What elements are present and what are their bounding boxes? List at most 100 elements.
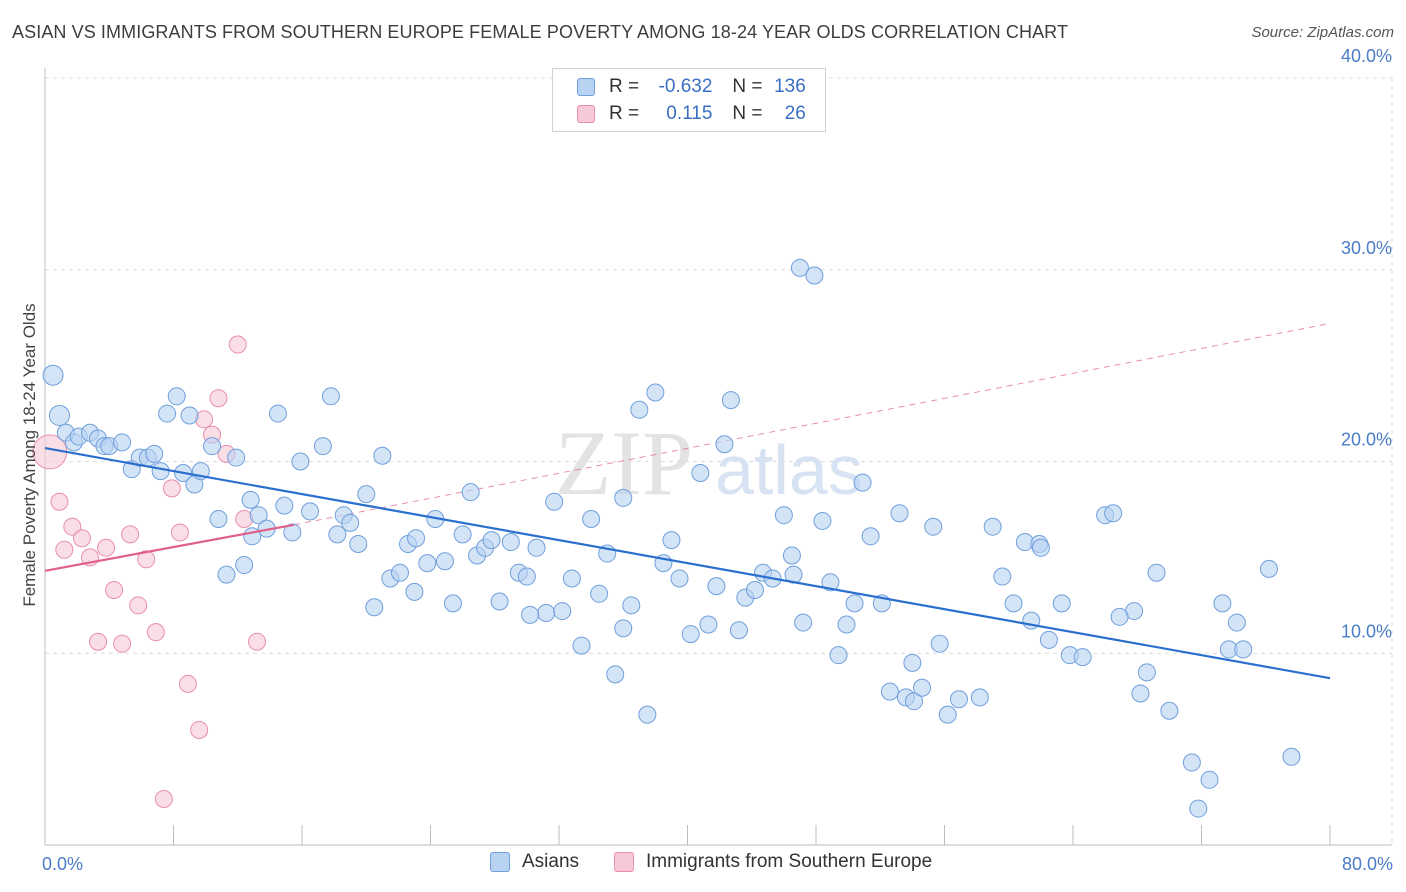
asians-point — [249, 506, 268, 525]
immigrants-point — [97, 538, 116, 557]
asians-point — [1234, 640, 1253, 659]
asians-point — [590, 584, 609, 603]
asians-n-value: 136 — [774, 76, 806, 97]
asians-point — [821, 573, 840, 592]
asians-point — [715, 435, 734, 454]
legend-row-asians: R = -0.632 N = 136 — [577, 74, 806, 100]
asians-point — [167, 387, 186, 406]
asians-point — [537, 603, 556, 622]
immigrants-point — [113, 634, 132, 653]
grid-lines — [45, 77, 1393, 845]
immigrants-point — [129, 596, 148, 615]
asians-point — [562, 569, 581, 588]
asians-point — [113, 433, 132, 452]
asians-point — [145, 444, 164, 463]
asians-point — [1189, 799, 1208, 818]
asians-point — [1073, 648, 1092, 667]
asians-point — [970, 688, 989, 707]
asians-point — [373, 446, 392, 465]
asians-point — [349, 534, 368, 553]
legend-row-immigrants: R = 0.115 N = 26 — [577, 101, 806, 127]
asians-trend-line — [44, 446, 1331, 680]
immigrants-point — [178, 674, 197, 693]
asians-point — [572, 636, 591, 655]
immigrants-r-value: 0.115 — [666, 103, 713, 124]
asians-point — [1182, 753, 1201, 772]
asians-point — [501, 533, 520, 552]
asians-point — [227, 448, 246, 467]
asians-point — [1227, 613, 1246, 632]
immigrants-n-label: N = — [732, 103, 763, 124]
asians-point — [729, 621, 748, 640]
asians-n-label: N = — [732, 76, 763, 97]
asians-point — [453, 525, 472, 544]
asians-point — [614, 619, 633, 638]
x-tick-label-max: 80.0% — [1342, 854, 1393, 874]
asians-point — [1110, 607, 1129, 626]
asians-point — [938, 705, 957, 724]
asians-point — [638, 705, 657, 724]
asians-point — [1259, 559, 1278, 578]
immigrants-n-value: 26 — [784, 103, 806, 124]
asians-point — [48, 404, 70, 426]
immigrants-r-label: R = — [609, 103, 640, 124]
asians-point — [794, 613, 813, 632]
tick-labels: 10.0% 20.0% 30.0% 40.0% 0.0% 80.0% — [42, 46, 1393, 874]
asians-point — [782, 546, 801, 565]
immigrants-point — [89, 632, 108, 651]
asians-point — [1131, 684, 1150, 703]
asians-point — [582, 510, 601, 529]
asians-point — [1213, 594, 1232, 613]
asians-point — [853, 473, 872, 492]
asians-point — [1137, 663, 1156, 682]
immigrants-point — [121, 525, 140, 544]
immigrants-trend-line — [44, 523, 295, 572]
asians-point — [235, 556, 254, 575]
asians-point — [805, 266, 824, 285]
asians-point — [1282, 747, 1301, 766]
asians-point — [691, 464, 710, 483]
asians-swatch — [577, 78, 595, 96]
y-axis-label: Female Poverty Among 18-24 Year Olds — [20, 303, 39, 606]
asians-point — [407, 529, 426, 548]
asians-point — [521, 605, 540, 624]
asians-point — [405, 582, 424, 601]
asians-point — [443, 594, 462, 613]
asians-point — [670, 569, 689, 588]
immigrants-point — [190, 720, 209, 739]
asians-point — [721, 391, 740, 410]
chart-title: ASIAN VS IMMIGRANTS FROM SOUTHERN EUROPE… — [12, 22, 1069, 42]
asians-point — [365, 598, 384, 617]
asians-point — [930, 634, 949, 653]
asians-point — [527, 538, 546, 557]
asians-point — [1104, 504, 1123, 523]
asians-point — [357, 485, 376, 504]
asians-point — [390, 563, 409, 582]
asians-point — [42, 364, 64, 386]
asians-point — [291, 452, 310, 471]
y-tick-label-2: 30.0% — [1341, 238, 1392, 258]
asians-point — [321, 387, 340, 406]
asians-point — [553, 602, 572, 621]
asians-point — [482, 531, 501, 550]
asians-point — [837, 615, 856, 634]
asians-point — [1200, 770, 1219, 789]
asians-point — [158, 404, 177, 423]
asians-point — [829, 646, 848, 665]
asians-point — [283, 523, 302, 542]
legend-immigrants-label: Immigrants from Southern Europe — [646, 851, 933, 872]
asians-point — [614, 488, 633, 507]
asians-point — [1052, 594, 1071, 613]
immigrants-point — [146, 623, 165, 642]
correlation-legend: R = -0.632 N = 136 R = 0.115 N = 26 — [552, 68, 826, 132]
source-label: Source: ZipAtlas.com — [1251, 24, 1394, 41]
immigrants-point — [170, 523, 189, 542]
asians-point — [490, 592, 509, 611]
legend-immigrants-swatch — [614, 852, 634, 872]
asians-point — [461, 483, 480, 502]
immigrants-point — [50, 492, 69, 511]
asians-point — [180, 406, 199, 425]
y-tick-label-0: 10.0% — [1341, 621, 1392, 641]
immigrants-point — [209, 389, 228, 408]
asians-point — [435, 552, 454, 571]
